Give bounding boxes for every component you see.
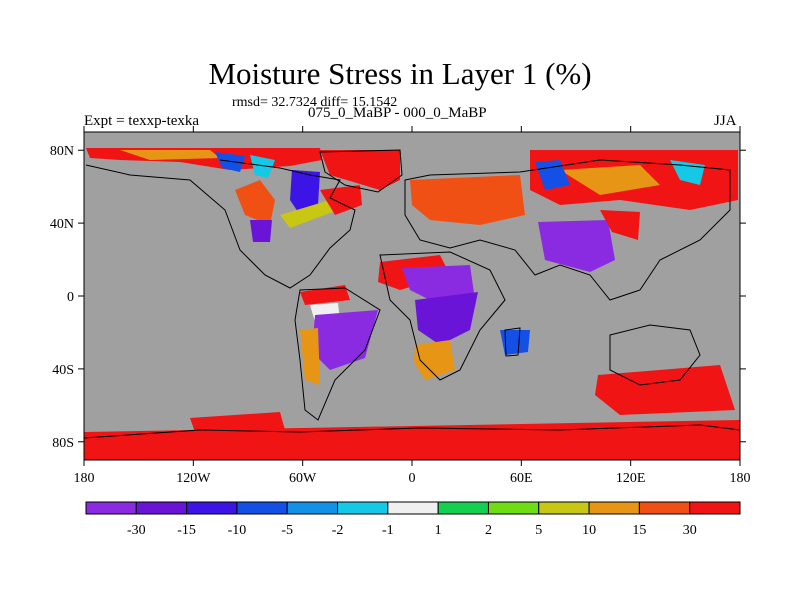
south-america-purple bbox=[312, 310, 378, 370]
colorbar-label: 30 bbox=[683, 523, 697, 538]
arctic-band-blue bbox=[215, 152, 245, 172]
colorbar-swatch bbox=[689, 501, 741, 515]
central-africa-purple bbox=[415, 292, 478, 345]
coastline-australia bbox=[609, 324, 701, 386]
north-america-blue bbox=[290, 170, 320, 215]
x-tick-label: 60W bbox=[289, 471, 317, 486]
colorbar-swatch bbox=[286, 501, 339, 515]
siberia-orange bbox=[560, 165, 660, 195]
siberia-blue bbox=[535, 160, 570, 190]
y-tick-label: 40S bbox=[52, 363, 74, 378]
coastline-greenland bbox=[319, 149, 403, 193]
colorbar-label: -1 bbox=[382, 523, 394, 538]
europe-red bbox=[410, 175, 525, 225]
x-tick-label: 60E bbox=[510, 471, 533, 486]
colorbar-swatch bbox=[337, 501, 389, 515]
x-tick-label: 120W bbox=[176, 471, 211, 486]
arctic-band-cyan bbox=[250, 155, 275, 178]
north-america-yellow-arc bbox=[280, 200, 338, 228]
colorbar-label: -30 bbox=[127, 523, 146, 538]
colorbar-swatch bbox=[186, 501, 238, 515]
y-tick-label: 0 bbox=[67, 290, 74, 305]
coastline-antarctica bbox=[83, 424, 741, 439]
data-field bbox=[84, 148, 740, 460]
period-label: 075_0_MaBP - 000_0_MaBP bbox=[308, 105, 487, 121]
coastline-south-america bbox=[294, 287, 381, 421]
north-america-purple bbox=[250, 220, 272, 242]
coastline-north-america bbox=[85, 159, 356, 289]
colorbar-swatch bbox=[487, 501, 540, 515]
colorbar-label: 2 bbox=[485, 523, 492, 538]
colorbar-label: -5 bbox=[281, 523, 293, 538]
colorbar-label: 15 bbox=[632, 523, 646, 538]
x-tick-label: 0 bbox=[409, 471, 416, 486]
colorbar-swatch bbox=[85, 501, 137, 515]
coastline-eurasia bbox=[404, 159, 731, 301]
colorbar-swatch bbox=[437, 501, 489, 515]
arctic-band-orange bbox=[120, 150, 220, 160]
south-africa-orange bbox=[414, 340, 455, 380]
colorbar-swatch bbox=[538, 501, 590, 515]
antarctic-patches bbox=[190, 412, 285, 432]
colorbar-label: -15 bbox=[177, 523, 196, 538]
coastline-madagascar bbox=[504, 327, 521, 357]
map-axes: 180 120W 60W 0 60E 120E 180 80N 40N 0 40S 80S bbox=[50, 126, 751, 486]
east-asia-red bbox=[600, 210, 640, 240]
greenland-red bbox=[320, 150, 400, 190]
y-tick-label: 40N bbox=[50, 217, 74, 232]
north-america-west-red bbox=[235, 180, 275, 225]
colorbar-label: 1 bbox=[435, 523, 442, 538]
season-label: JJA bbox=[714, 113, 737, 129]
south-america-north-red bbox=[300, 285, 350, 305]
colorbar-label: -2 bbox=[332, 523, 344, 538]
stats-label: rmsd= 32.7324 diff= 15.1542 bbox=[232, 95, 398, 110]
experiment-label: Expt = texxp-texka bbox=[84, 113, 200, 129]
colorbar-swatch bbox=[387, 501, 439, 515]
colorbar-label: 5 bbox=[535, 523, 542, 538]
colorbar-label: 10 bbox=[582, 523, 596, 538]
north-america-east-red bbox=[320, 185, 362, 215]
coastline-africa bbox=[379, 251, 506, 381]
x-tick-label: 180 bbox=[730, 471, 751, 486]
colorbar-swatch bbox=[135, 501, 188, 515]
colorbar: -30 -15 -10 -5 -2 -1 1 2 5 10 15 30 bbox=[85, 501, 741, 538]
colorbar-swatch bbox=[638, 501, 691, 515]
colorbar-swatch bbox=[588, 501, 640, 515]
plot-title: Moisture Stress in Layer 1 (%) bbox=[208, 56, 592, 91]
y-tick-label: 80S bbox=[52, 436, 74, 451]
coastlines bbox=[83, 149, 741, 439]
southern-red-band bbox=[595, 365, 735, 415]
x-tick-label: 180 bbox=[74, 471, 95, 486]
colorbar-swatch bbox=[236, 501, 288, 515]
colorbar-label: -10 bbox=[228, 523, 247, 538]
central-asia-purple bbox=[538, 220, 615, 272]
east-africa-blue bbox=[500, 330, 530, 355]
south-america-orange bbox=[300, 328, 320, 385]
x-tick-label: 120E bbox=[616, 471, 646, 486]
y-tick-label: 80N bbox=[50, 144, 74, 159]
